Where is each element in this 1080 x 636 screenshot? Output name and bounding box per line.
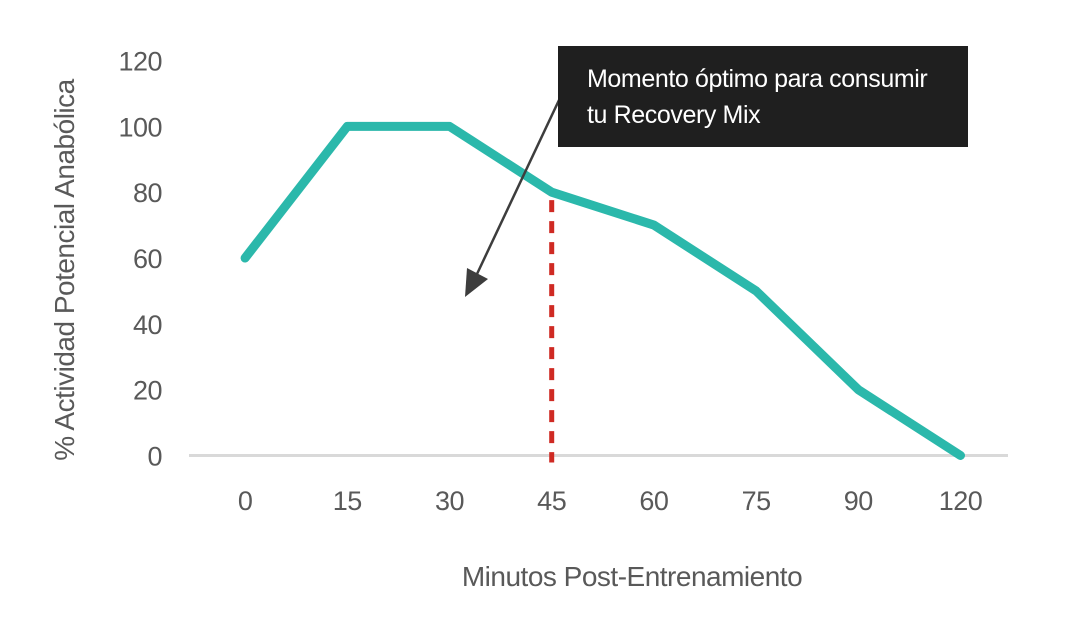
data-line	[240, 121, 965, 460]
annotation-text-line-2: tu Recovery Mix	[587, 100, 761, 129]
y-tick-label: 120	[118, 47, 162, 77]
y-tick-label: 0	[147, 442, 162, 472]
y-axis-title: % Actividad Potencial Anabólica	[49, 78, 80, 460]
x-axis-tick-labels: 0 15 30 45 60 75 90 120	[238, 486, 983, 516]
y-tick-label: 100	[118, 112, 162, 142]
x-axis-title: Minutos Post-Entrenamiento	[462, 561, 802, 592]
annotation-arrow	[465, 97, 562, 297]
x-tick-label: 0	[238, 486, 253, 516]
y-tick-label: 40	[133, 310, 162, 340]
x-tick-label: 45	[537, 486, 566, 516]
x-tick-label: 60	[639, 486, 668, 516]
annotation-arrow-head-icon	[465, 268, 488, 297]
x-tick-label: 15	[333, 486, 362, 516]
y-tick-label: 80	[133, 178, 162, 208]
x-tick-label: 30	[435, 486, 464, 516]
annotation-box: Momento óptimo para consumir tu Recovery…	[558, 46, 968, 147]
y-tick-label: 20	[133, 376, 162, 406]
y-axis-tick-labels: 120 100 80 60 40 20 0	[118, 47, 162, 472]
y-tick-label: 60	[133, 244, 162, 274]
x-tick-label: 90	[844, 486, 873, 516]
annotation-arrow-line	[475, 97, 562, 275]
x-tick-label: 120	[939, 486, 983, 516]
annotation-text-line-1: Momento óptimo para consumir	[587, 64, 928, 93]
x-tick-label: 75	[742, 486, 771, 516]
